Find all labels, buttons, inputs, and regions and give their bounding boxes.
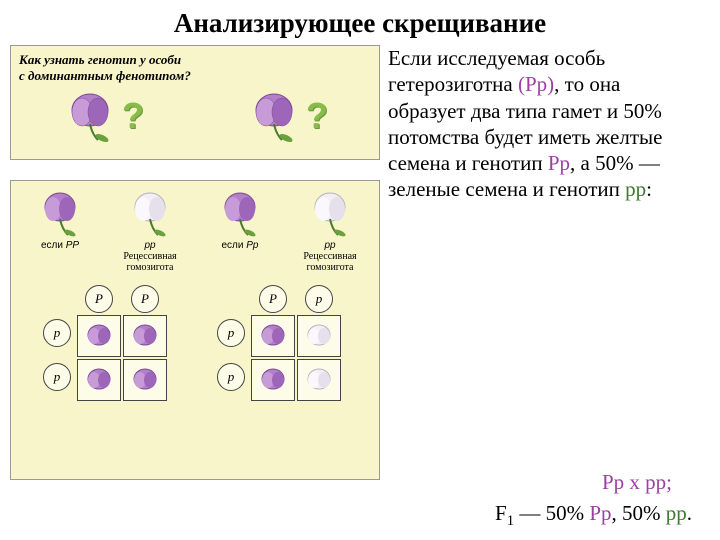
page-title: Анализирующее скрещивание [0,0,720,45]
f-sub: 1 [507,513,514,529]
row-head: р [217,319,245,347]
text-segment: — 50% [514,501,589,525]
punnett-cell [297,359,341,401]
punnett-cell [123,315,167,357]
f1-line: F1 — 50% Рр, 50% рр. [495,501,692,530]
flower-purple-icon [62,88,118,144]
f-label: F [495,501,507,525]
punnett-cell [251,359,295,401]
genotype-Pp: (Рр) [518,72,554,96]
question-line1: Как узнать генотип у особи [19,52,181,67]
row-head: р [43,319,71,347]
col-head: р [305,285,333,313]
flower-item-4: рр Рецессивнаягомозигота [285,189,375,273]
geno-label: рр [105,240,195,251]
punnett-cell [123,359,167,401]
geno-label: если РР [15,240,105,251]
geno-label: если Рр [195,240,285,251]
cross-line: Рр х рр; [602,470,672,495]
sub-label: Рецессивнаягомозигота [285,251,375,273]
text-segment: : [646,177,652,201]
top-panel: Как узнать генотип у особи с доминантным… [10,45,380,160]
punnett-cell [77,359,121,401]
punnett-cell [251,315,295,357]
question-line2: с доминантным фенотипом? [19,68,191,83]
flower-purple-icon [36,189,84,237]
flower-group-2: ? [246,88,328,144]
sub-label [15,251,105,262]
geno-label: рр [285,240,375,251]
punnett-cell [77,315,121,357]
genotype-Pp: Рр [589,501,611,525]
flower-group-1: ? [62,88,144,144]
punnett-right: Р р р р [217,285,347,405]
row-head: р [217,363,245,391]
left-column: Как узнать генотип у особи с доминантным… [10,45,380,480]
question-mark-icon: ? [306,95,328,137]
flower-purple-icon [216,189,264,237]
punnett-left: Р Р р р [43,285,173,405]
flower-white-icon [126,189,174,237]
flower-row-mid: если РР рр Рецессивнаягомозигота [11,181,379,275]
question-text: Как узнать генотип у особи с доминантным… [11,46,379,86]
flower-item-3: если Рр [195,189,285,273]
punnett-row: Р Р р р [11,275,379,405]
sub-label: Рецессивнаягомозигота [105,251,195,273]
genotype-pp: рр [625,177,646,201]
body-text: Если исследуемая особь гетерозиготна (Рр… [380,45,700,480]
row-head: р [43,363,71,391]
bottom-panel: если РР рр Рецессивнаягомозигота [10,180,380,480]
flower-white-icon [306,189,354,237]
text-segment: . [687,501,692,525]
col-head: Р [85,285,113,313]
genotype-Pp: Рр [548,151,570,175]
col-head: Р [131,285,159,313]
genotype-pp: рр [666,501,687,525]
question-mark-icon: ? [122,95,144,137]
col-head: Р [259,285,287,313]
flower-purple-icon [246,88,302,144]
flower-row-top: ? ? [11,88,379,144]
sub-label [195,251,285,262]
text-segment: , 50% [612,501,666,525]
flower-item-1: если РР [15,189,105,273]
content-area: Как узнать генотип у особи с доминантным… [0,45,720,480]
punnett-cell [297,315,341,357]
flower-item-2: рр Рецессивнаягомозигота [105,189,195,273]
